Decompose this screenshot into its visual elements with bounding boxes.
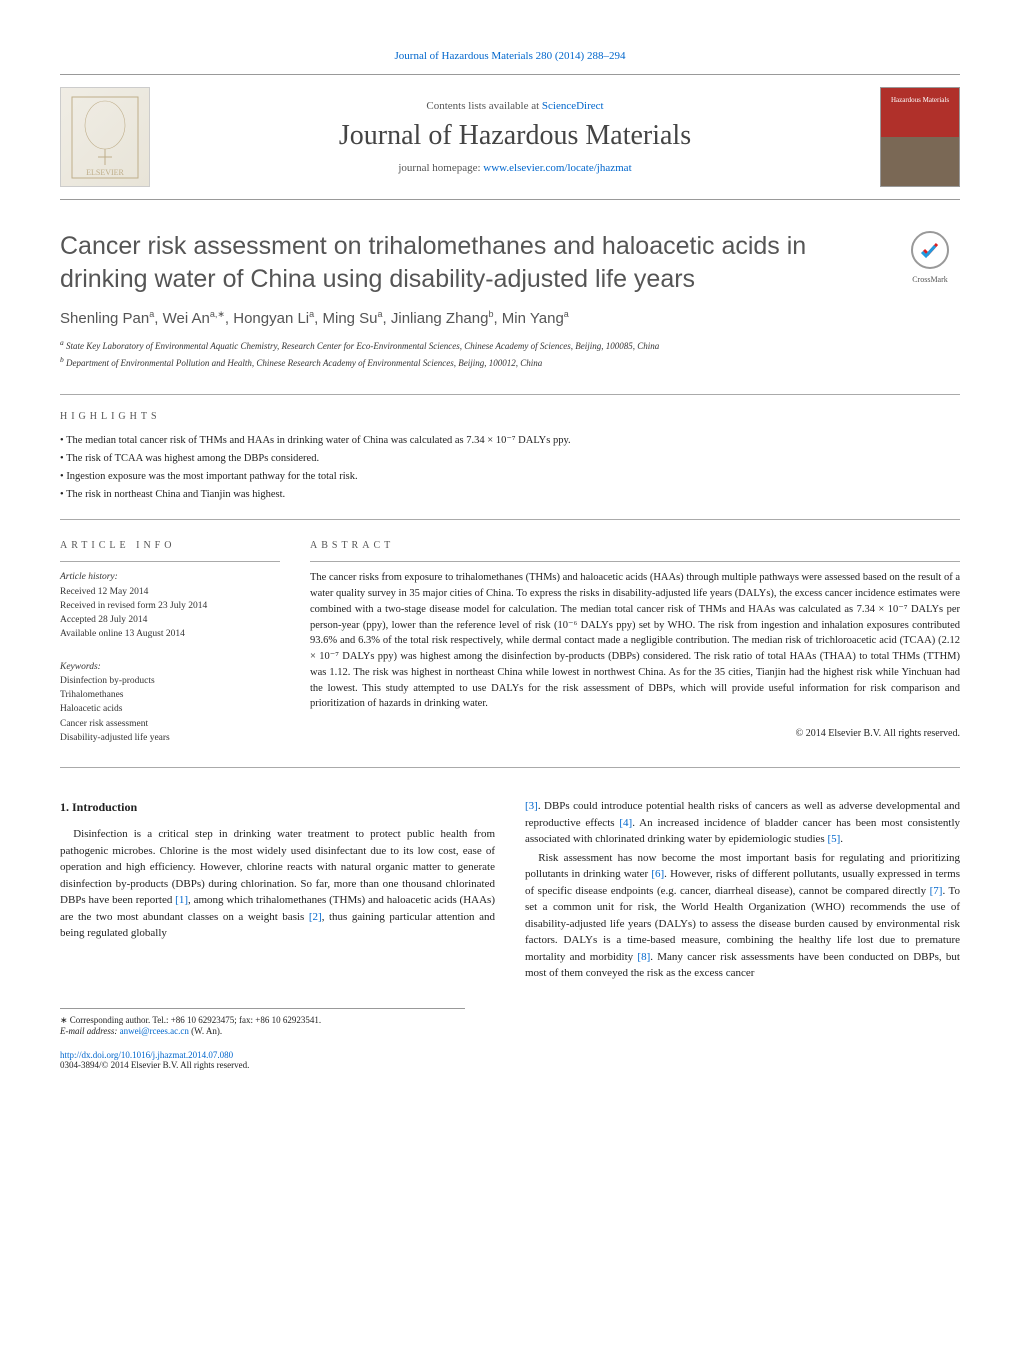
journal-cover-thumbnail: Hazardous Materials	[880, 87, 960, 187]
body-column-left: 1. Introduction Disinfection is a critic…	[60, 798, 495, 984]
contents-available-line: Contents lists available at ScienceDirec…	[170, 100, 860, 112]
intro-paragraph-2: [3]. DBPs could introduce potential heal…	[525, 798, 960, 848]
crossmark-badge[interactable]: CrossMark	[900, 230, 960, 284]
crossmark-label: CrossMark	[900, 275, 960, 284]
citation-link[interactable]: [7]	[930, 885, 943, 897]
citation-link[interactable]: [2]	[309, 911, 322, 923]
article-history: Article history: Received 12 May 2014Rec…	[60, 570, 280, 641]
header-citation: Journal of Hazardous Materials 280 (2014…	[60, 50, 960, 62]
highlight-item: The risk of TCAA was highest among the D…	[60, 450, 960, 468]
abstract-text: The cancer risks from exposure to trihal…	[310, 570, 960, 712]
citation-link[interactable]: [5]	[827, 833, 840, 845]
elsevier-tree-logo: ELSEVIER	[60, 87, 150, 187]
highlight-item: Ingestion exposure was the most importan…	[60, 468, 960, 486]
article-title: Cancer risk assessment on trihalomethane…	[60, 230, 880, 295]
abstract-copyright: © 2014 Elsevier B.V. All rights reserved…	[310, 728, 960, 739]
highlights-section: HIGHLIGHTS The median total cancer risk …	[60, 411, 960, 503]
article-info-label: ARTICLE INFO	[60, 540, 280, 551]
footer-block: http://dx.doi.org/10.1016/j.jhazmat.2014…	[60, 1050, 960, 1070]
intro-paragraph-1: Disinfection is a critical step in drink…	[60, 826, 495, 942]
doi-link[interactable]: http://dx.doi.org/10.1016/j.jhazmat.2014…	[60, 1050, 233, 1060]
header-citation-link[interactable]: Journal of Hazardous Materials 280 (2014…	[395, 50, 626, 62]
authors-line: Shenling Pana, Wei Ana,∗, Hongyan Lia, M…	[60, 309, 960, 327]
journal-name: Journal of Hazardous Materials	[170, 120, 860, 152]
journal-banner: ELSEVIER Contents lists available at Sci…	[60, 74, 960, 200]
citation-link[interactable]: [6]	[651, 868, 664, 880]
keywords-block: Keywords: Disinfection by-productsTrihal…	[60, 660, 280, 746]
highlight-item: The risk in northeast China and Tianjin …	[60, 486, 960, 504]
citation-link[interactable]: [4]	[619, 817, 632, 829]
journal-homepage-link[interactable]: www.elsevier.com/locate/jhazmat	[483, 162, 631, 174]
citation-link[interactable]: [1]	[175, 894, 188, 906]
citation-link[interactable]: [8]	[637, 951, 650, 963]
affiliations: a State Key Laboratory of Environmental …	[60, 337, 960, 370]
citation-link[interactable]: [3]	[525, 800, 538, 812]
journal-homepage-line: journal homepage: www.elsevier.com/locat…	[170, 162, 860, 174]
sciencedirect-link[interactable]: ScienceDirect	[542, 100, 604, 112]
abstract-label: ABSTRACT	[310, 540, 960, 551]
intro-paragraph-3: Risk assessment has now become the most …	[525, 850, 960, 982]
svg-text:ELSEVIER: ELSEVIER	[86, 168, 124, 177]
corresponding-author-footnote: ∗ Corresponding author. Tel.: +86 10 629…	[60, 1008, 465, 1036]
highlight-item: The median total cancer risk of THMs and…	[60, 432, 960, 450]
intro-heading: 1. Introduction	[60, 798, 495, 816]
highlights-label: HIGHLIGHTS	[60, 411, 960, 422]
corresponding-email-link[interactable]: anwei@rcees.ac.cn	[120, 1026, 189, 1036]
body-column-right: [3]. DBPs could introduce potential heal…	[525, 798, 960, 984]
